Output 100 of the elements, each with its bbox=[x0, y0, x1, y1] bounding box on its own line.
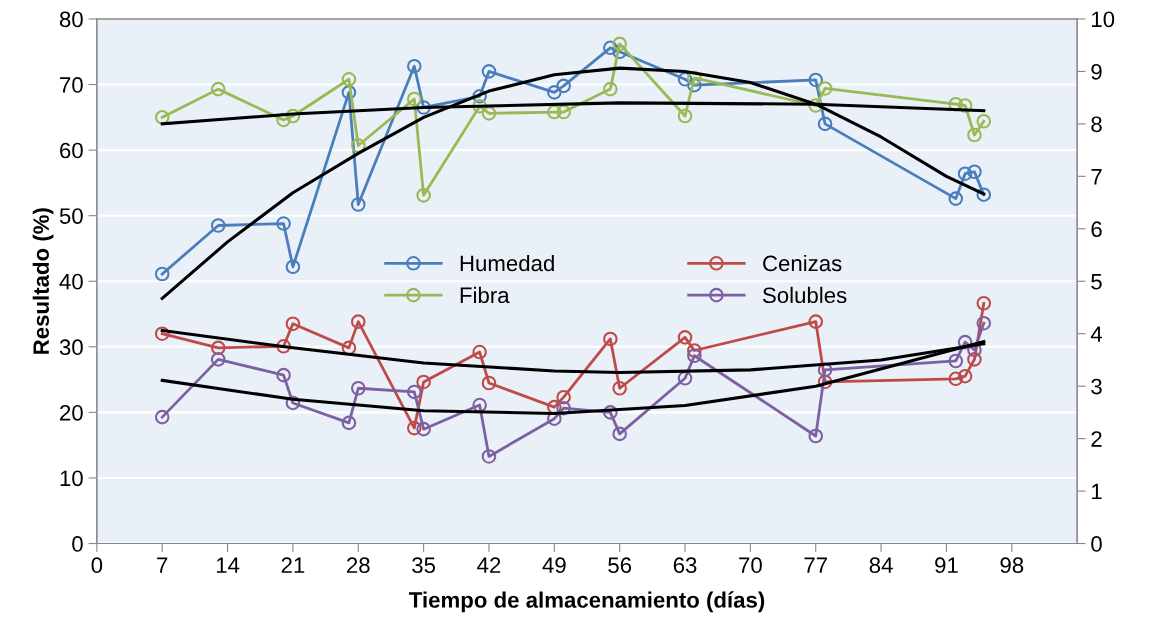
point bbox=[948, 371, 964, 387]
point bbox=[603, 40, 618, 56]
point bbox=[603, 405, 618, 420]
y-tick-label: 10 bbox=[60, 470, 83, 487]
y2-tick-label: 3 bbox=[1091, 378, 1102, 395]
y-tick-label: 20 bbox=[60, 404, 83, 421]
point bbox=[154, 110, 170, 125]
point bbox=[808, 98, 824, 113]
point bbox=[285, 395, 301, 411]
point bbox=[350, 197, 366, 212]
point bbox=[341, 71, 357, 87]
point bbox=[154, 326, 170, 341]
point bbox=[481, 375, 497, 391]
point bbox=[547, 104, 562, 120]
y-tick-label: 40 bbox=[59, 273, 83, 290]
x-tick-label: 21 bbox=[281, 557, 305, 573]
legend-label: Fibra bbox=[460, 286, 510, 304]
point bbox=[556, 389, 571, 405]
point bbox=[416, 188, 431, 203]
point bbox=[154, 409, 170, 425]
point bbox=[406, 91, 422, 107]
point bbox=[948, 191, 964, 206]
legend-label: Solubles bbox=[762, 286, 847, 304]
point bbox=[817, 362, 833, 378]
point bbox=[472, 98, 487, 114]
y-tick-label: 0 bbox=[72, 536, 83, 552]
y2-tick-label: 0 bbox=[1091, 536, 1102, 552]
x-tick-label: 98 bbox=[1000, 557, 1024, 574]
x-tick-label: 84 bbox=[869, 557, 893, 574]
point bbox=[547, 411, 562, 426]
x-tick-label: 14 bbox=[216, 557, 240, 573]
x-axis-title: Tiempo de almacenamiento (días) bbox=[409, 591, 765, 613]
point bbox=[817, 374, 833, 390]
point bbox=[556, 400, 571, 416]
point bbox=[967, 127, 982, 143]
point bbox=[556, 78, 571, 94]
point bbox=[285, 259, 301, 275]
point bbox=[481, 449, 497, 464]
y2-tick-label: 1 bbox=[1092, 483, 1102, 500]
y-tick-label: 50 bbox=[59, 208, 83, 224]
y-tick-label: 60 bbox=[60, 142, 83, 159]
point bbox=[472, 89, 487, 104]
point bbox=[416, 100, 431, 115]
point bbox=[817, 116, 833, 132]
x-tick-label: 7 bbox=[157, 557, 168, 573]
point bbox=[957, 334, 973, 350]
x-tick-label: 49 bbox=[542, 557, 566, 574]
point bbox=[276, 216, 291, 231]
point bbox=[976, 295, 992, 311]
point bbox=[210, 81, 226, 97]
point bbox=[350, 314, 366, 329]
point bbox=[612, 380, 627, 396]
y-tick-label: 70 bbox=[60, 77, 83, 93]
point bbox=[687, 70, 702, 86]
point bbox=[472, 344, 487, 360]
point bbox=[406, 420, 422, 436]
point bbox=[808, 428, 824, 444]
y-axis-title: Resultado (%) bbox=[32, 208, 54, 354]
point bbox=[210, 218, 226, 233]
x-tick-label: 0 bbox=[91, 557, 103, 574]
point bbox=[808, 314, 824, 329]
legend-label: Humedad bbox=[460, 254, 554, 272]
point bbox=[350, 138, 366, 153]
x-tick-label: 35 bbox=[412, 557, 436, 574]
x-tick-label: 63 bbox=[673, 557, 697, 574]
y-tick-label: 30 bbox=[59, 339, 83, 356]
point bbox=[687, 77, 702, 93]
x-tick-label: 56 bbox=[608, 557, 632, 574]
point bbox=[976, 187, 992, 202]
point bbox=[210, 352, 226, 367]
point bbox=[350, 380, 366, 396]
point bbox=[677, 330, 693, 345]
point bbox=[285, 108, 301, 124]
point bbox=[948, 353, 964, 369]
point bbox=[406, 58, 422, 74]
y2-tick-label: 10 bbox=[1092, 11, 1115, 28]
point bbox=[285, 316, 301, 332]
point bbox=[481, 106, 497, 121]
point bbox=[276, 367, 291, 383]
point bbox=[472, 397, 487, 413]
point bbox=[957, 368, 973, 384]
point bbox=[276, 339, 291, 354]
point bbox=[612, 36, 627, 52]
y2-tick-label: 9 bbox=[1091, 63, 1102, 80]
point bbox=[612, 426, 627, 442]
point bbox=[957, 98, 973, 113]
point bbox=[687, 343, 702, 358]
point bbox=[210, 340, 226, 356]
x-tick-label: 42 bbox=[477, 557, 501, 573]
point bbox=[481, 64, 497, 79]
point bbox=[677, 370, 693, 386]
y-tick-label: 80 bbox=[59, 11, 83, 28]
x-tick-label: 91 bbox=[935, 557, 958, 574]
y2-tick-label: 7 bbox=[1091, 169, 1102, 185]
point bbox=[817, 81, 833, 96]
y2-tick-label: 2 bbox=[1091, 431, 1102, 447]
y2-tick-label: 8 bbox=[1091, 116, 1102, 133]
y2-tick-label: 5 bbox=[1091, 274, 1102, 290]
x-tick-label: 70 bbox=[739, 557, 762, 574]
point bbox=[416, 374, 431, 390]
